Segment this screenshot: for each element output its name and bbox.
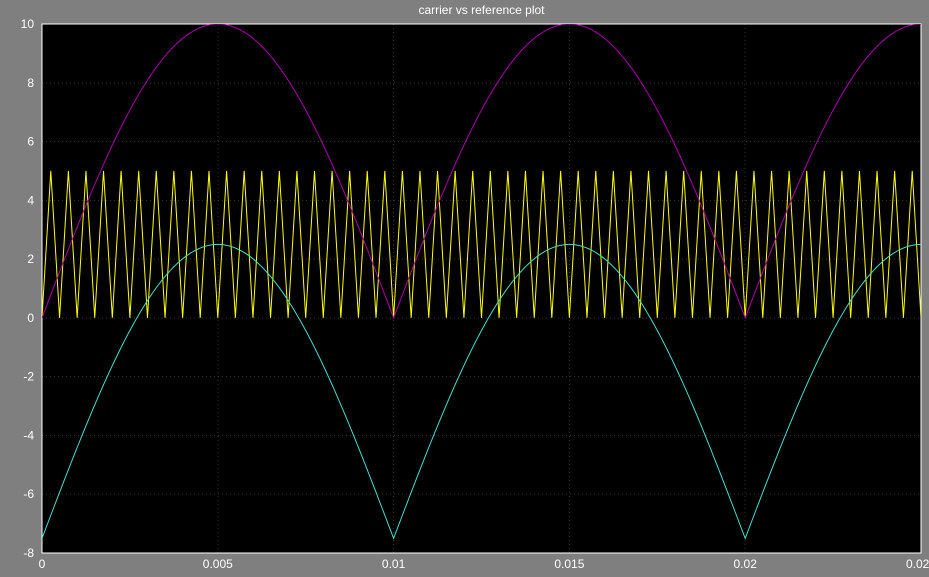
y-tick-label: 0 bbox=[27, 311, 34, 325]
y-tick-label: -6 bbox=[23, 487, 34, 501]
y-tick-label: 10 bbox=[21, 17, 35, 31]
x-tick-label: 0.025 bbox=[906, 557, 929, 571]
plot-area bbox=[42, 24, 921, 553]
y-tick-label: 8 bbox=[27, 76, 34, 90]
y-tick-label: -2 bbox=[23, 370, 34, 384]
x-tick-label: 0.01 bbox=[382, 557, 406, 571]
y-tick-label: 4 bbox=[27, 193, 34, 207]
chart-svg: 0 0.005 0.01 0.015 0.02 0.025 -8 -6 -4 -2 0 2 4 6 8 10 c… bbox=[0, 0, 929, 577]
x-tick-label: 0.02 bbox=[734, 557, 758, 571]
x-tick-label: 0.015 bbox=[554, 557, 584, 571]
y-tick-label: 6 bbox=[27, 135, 34, 149]
y-tick-label: -8 bbox=[23, 546, 34, 560]
chart-container: 0 0.005 0.01 0.015 0.02 0.025 -8 -6 -4 -2 0 2 4 6 8 10 c… bbox=[0, 0, 929, 577]
chart-title: carrier vs reference plot bbox=[418, 3, 545, 17]
x-tick-label: 0 bbox=[39, 557, 46, 571]
y-tick-label: 2 bbox=[27, 252, 34, 266]
x-tick-label: 0.005 bbox=[203, 557, 233, 571]
y-tick-label: -4 bbox=[23, 428, 34, 442]
